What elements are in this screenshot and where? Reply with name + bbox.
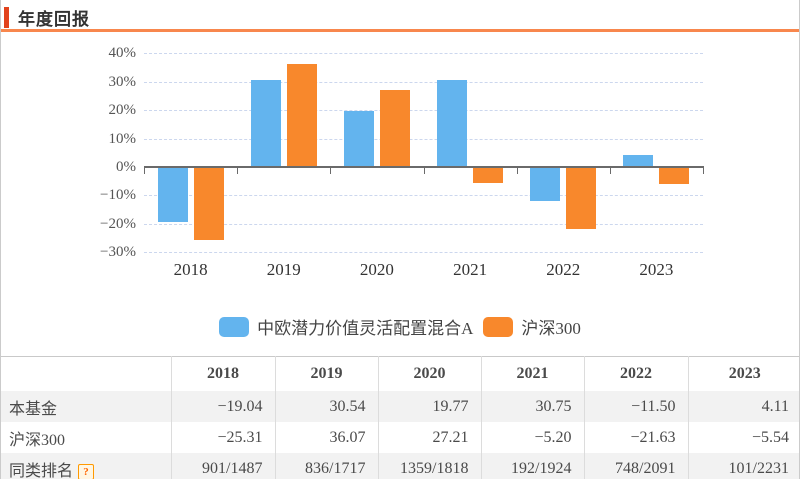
bar-hs300-2022	[566, 168, 597, 230]
bar-fund-2022	[530, 168, 561, 201]
header-2018: 2018	[170, 356, 275, 391]
legend-item-hs300[interactable]: 沪深300	[483, 314, 581, 339]
hs300-2019-value: 36.07	[274, 422, 378, 453]
axis-tick	[237, 168, 239, 174]
grid-line	[144, 252, 703, 254]
bar-hs300-2023	[659, 168, 690, 184]
title-accent-bar-icon	[4, 6, 9, 28]
hs300-2022-value: −21.63	[583, 422, 688, 453]
y-axis-label: −20%	[100, 215, 136, 232]
axis-tick	[516, 168, 518, 174]
grid-line	[144, 53, 703, 55]
bar-hs300-2019	[286, 64, 317, 167]
annual-returns-bar-chart: 40% 30% 20% 10% 0% −10% −20% −30% 2018 2019 2020 20…	[1, 0, 799, 356]
fund-2018-value: −19.04	[170, 391, 275, 422]
table-row-fund: 本基金 −19.04 30.54 19.77 30.75 −11.50 4.11	[1, 391, 799, 422]
bar-fund-2021	[437, 79, 468, 167]
header-2022: 2022	[583, 356, 688, 391]
title-rule-divider	[1, 29, 799, 32]
hs300-legend-swatch-icon	[483, 316, 514, 337]
row-label-fund: 本基金	[9, 400, 58, 418]
rank-2020-value: 1359/1818	[377, 453, 481, 479]
header-2023: 2023	[687, 356, 799, 391]
fund-2023-value: 4.11	[687, 391, 799, 422]
zero-axis-line	[144, 166, 704, 168]
table-row-rank: 同类排名? 901/1487 836/1717 1359/1818 192/19…	[1, 453, 799, 479]
grid-line	[144, 81, 703, 83]
bar-hs300-2021	[473, 168, 504, 183]
bar-hs300-2020	[379, 89, 410, 167]
table-header-row: 2018 2019 2020 2021 2022 2023	[1, 356, 799, 391]
y-axis-label: −30%	[100, 244, 136, 261]
header-2021: 2021	[480, 356, 584, 391]
hs300-2020-value: 27.21	[377, 422, 481, 453]
row-label-rank: 同类排名?	[1, 453, 171, 479]
grid-line	[144, 195, 703, 197]
fund-2022-value: −11.50	[583, 391, 688, 422]
axis-tick	[609, 168, 611, 174]
annual-returns-table: 2018 2019 2020 2021 2022 2023 本基金 −19.04…	[1, 356, 799, 479]
hs300-2021-value: −5.20	[480, 422, 584, 453]
rank-2019-value: 836/1717	[274, 453, 378, 479]
axis-tick	[330, 168, 332, 174]
rank-2022-value: 748/2091	[583, 453, 688, 479]
grid-line	[144, 110, 703, 112]
fund-legend-label: 中欧潜力价值灵活配置混合A	[257, 319, 474, 338]
x-axis-label-2019: 2019	[266, 260, 301, 279]
panel-title: 年度回报	[18, 9, 90, 29]
bar-hs300-2018	[193, 168, 224, 240]
y-axis-label: 40%	[108, 45, 137, 62]
fund-2019-value: 30.54	[274, 391, 378, 422]
axis-tick	[423, 168, 425, 174]
rank-2018-value: 901/1487	[170, 453, 275, 479]
table-corner-cell	[1, 356, 171, 391]
hs300-2018-value: −25.31	[170, 422, 275, 453]
y-axis-label: −10%	[100, 187, 136, 204]
header-2019: 2019	[274, 356, 378, 391]
rank-label-text: 同类排名	[9, 462, 74, 479]
grid-line	[144, 223, 703, 225]
bar-fund-2020	[343, 110, 374, 167]
y-axis-label: 10%	[108, 130, 137, 147]
x-axis-label-2021: 2021	[453, 260, 488, 279]
axis-tick	[144, 168, 145, 174]
rank-2023-value: 101/2231	[687, 453, 799, 479]
row-label-hs300: 沪深300	[9, 431, 66, 449]
bar-fund-2023	[623, 155, 654, 167]
rank-2021-value: 192/1924	[480, 453, 584, 479]
help-icon[interactable]: ?	[78, 463, 95, 479]
grid-line	[144, 138, 703, 140]
y-axis-label: 20%	[108, 102, 137, 119]
axis-tick	[703, 168, 704, 174]
chart-legend: 中欧潜力价值灵活配置混合A 沪深300	[1, 314, 799, 339]
y-axis-label: 0%	[116, 159, 136, 175]
x-axis-label-2022: 2022	[546, 260, 581, 279]
bar-fund-2018	[157, 168, 188, 223]
fund-2021-value: 30.75	[480, 391, 584, 422]
x-axis-label-2020: 2020	[359, 260, 394, 279]
panel-header: 年度回报	[4, 6, 90, 29]
fund-legend-swatch-icon	[219, 316, 250, 337]
x-axis-label-2018: 2018	[173, 260, 208, 279]
bar-fund-2019	[250, 80, 281, 167]
y-axis-label: 30%	[108, 73, 137, 90]
header-2020: 2020	[377, 356, 481, 391]
fund-2020-value: 19.77	[377, 391, 481, 422]
hs300-legend-label: 沪深300	[521, 319, 581, 338]
x-axis-label-2023: 2023	[639, 260, 674, 279]
table-row-hs300: 沪深300 −25.31 36.07 27.21 −5.20 −21.63 −5…	[1, 422, 799, 453]
hs300-2023-value: −5.54	[687, 422, 799, 453]
legend-item-fund[interactable]: 中欧潜力价值灵活配置混合A	[219, 314, 473, 339]
